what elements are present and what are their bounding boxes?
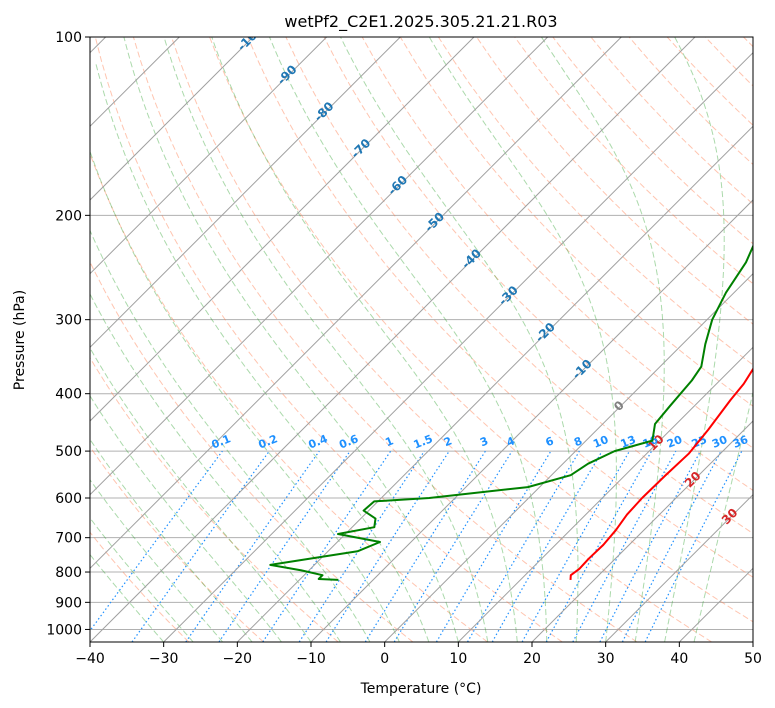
x-tick-label: 20	[523, 651, 541, 667]
moist-adiabat	[664, 37, 725, 642]
dewpoint-profile	[269, 243, 753, 581]
moist-adiabat	[90, 553, 165, 642]
mixing-ratio-label: 10	[591, 433, 610, 451]
isotherm	[90, 37, 475, 422]
mixing-ratio-line	[545, 450, 653, 642]
mixing-ratio-line	[262, 450, 392, 642]
y-tick-label: 100	[55, 30, 82, 46]
x-tick-label: 10	[449, 651, 467, 667]
moist-adiabat	[163, 37, 489, 642]
isotherm	[605, 493, 753, 642]
isotherm	[90, 37, 622, 570]
mixing-ratio-label: 20	[665, 433, 684, 451]
sounding-profiles	[269, 243, 753, 581]
moist-adiabat	[90, 229, 371, 642]
dry-adiabat	[209, 37, 753, 623]
mixing-ratio-line	[572, 450, 677, 642]
isotherm	[163, 51, 753, 642]
y-tick-label: 300	[55, 313, 82, 329]
y-tick-label: 500	[55, 444, 82, 460]
x-tick-label: −10	[296, 651, 326, 667]
mixing-ratio-line	[298, 450, 425, 642]
moist-adiabat	[90, 438, 253, 642]
plot-frame	[89, 36, 754, 643]
mixing-ratio-line	[185, 450, 320, 642]
isotherm	[90, 37, 549, 496]
isotherm	[236, 125, 753, 642]
y-tick-label: 400	[55, 387, 82, 403]
x-tick-label: −20	[223, 651, 253, 667]
x-tick-label: −40	[75, 651, 105, 667]
moist-adiabat	[90, 347, 312, 642]
dry-adiabat	[90, 446, 264, 642]
mixing-ratio-line	[521, 450, 631, 642]
x-tick-label: 40	[670, 651, 688, 667]
dry-adiabat	[94, 37, 563, 642]
dry-adiabat	[285, 37, 753, 535]
mixing-ratio-line	[393, 450, 513, 642]
temperature-profile	[569, 367, 753, 580]
y-tick-label: 900	[55, 595, 82, 611]
dry-adiabat	[90, 152, 488, 642]
moist-adiabat	[90, 479, 223, 642]
isotherm	[384, 272, 753, 642]
mixing-ratio-line	[131, 450, 270, 642]
isotherm	[90, 37, 254, 201]
moist-adiabat	[94, 61, 430, 642]
moist-adiabat	[90, 394, 282, 642]
y-tick-label: 1000	[46, 622, 82, 638]
moist-adiabat	[90, 293, 341, 642]
y-tick-label: 700	[55, 531, 82, 547]
mixing-ratio-label: 30	[710, 433, 729, 451]
moist-adiabat	[211, 37, 518, 642]
mixing-ratio-label: 3	[478, 434, 490, 449]
dry-adiabat	[514, 37, 753, 285]
y-tick-label: 600	[55, 491, 82, 507]
y-axis-label: Pressure (hPa)	[12, 290, 28, 390]
moist-adiabat	[123, 37, 459, 642]
x-tick-label: 30	[597, 651, 615, 667]
mixing-ratio-label: 8	[572, 434, 584, 449]
mixing-ratio-label: 2	[442, 434, 454, 449]
dry-adiabats	[90, 37, 753, 642]
x-tick-label: 0	[380, 651, 389, 667]
dry-adiabat	[361, 37, 753, 449]
mixing-ratio-label: 1	[383, 434, 395, 449]
moist-adiabat	[340, 37, 579, 642]
dry-adiabat	[90, 356, 339, 642]
dry-adiabat	[399, 37, 753, 407]
dry-adiabat	[437, 37, 753, 366]
chart-title: wetPf2_C2E1.2025.305.21.21.R03	[284, 12, 557, 32]
isotherm	[90, 37, 696, 642]
isotherm	[457, 346, 753, 642]
moist-adiabat	[90, 149, 400, 642]
isotherms	[90, 37, 753, 642]
x-tick-label: −30	[149, 651, 179, 667]
isotherm	[90, 37, 328, 275]
mixing-ratio-line	[90, 450, 223, 632]
dry-adiabat	[132, 37, 638, 642]
isotherm	[531, 420, 753, 642]
x-tick-label: 50	[744, 651, 762, 667]
dry-adiabat	[247, 37, 753, 578]
dry-adiabat	[90, 531, 190, 642]
moist-adiabat	[90, 517, 194, 642]
x-axis-label: Temperature (°C)	[360, 681, 482, 697]
mixing-ratio-line	[644, 450, 743, 642]
mixing-ratio-line	[325, 450, 450, 642]
x-axis-ticks: −40 −30 −20 −10 0 10 20 30 40 50	[75, 642, 762, 667]
mixing-ratio-line	[218, 450, 351, 642]
mixing-ratio-lines	[90, 450, 743, 642]
y-tick-label: 800	[55, 565, 82, 581]
mixing-ratio-label: 36	[731, 433, 750, 451]
isotherm	[90, 37, 401, 349]
y-axis-ticks: 100 200 300 400 500 600 700 800 900 1000	[46, 30, 90, 638]
isotherm	[310, 199, 753, 642]
plot-area: -100-90-80-70-60-50-40-30-20-10010203040…	[90, 37, 753, 642]
y-tick-label: 200	[55, 208, 82, 224]
moist-adiabat	[428, 37, 617, 642]
